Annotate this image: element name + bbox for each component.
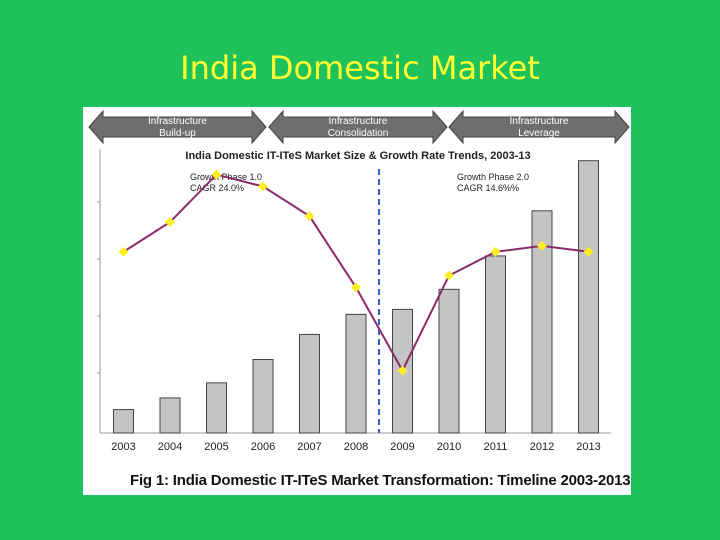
x-tick-label: 2012 <box>530 441 554 453</box>
bar <box>206 382 227 434</box>
phase-arrow <box>448 109 630 145</box>
x-tick-label: 2008 <box>344 441 368 453</box>
growth-point <box>165 217 175 228</box>
phase-label: Build-up <box>159 128 196 139</box>
x-tick-label: 2010 <box>437 441 461 453</box>
x-tick-label: 2009 <box>390 441 414 453</box>
phase-label: Consolidation <box>328 128 389 139</box>
growth-point <box>490 246 501 257</box>
growth-point <box>583 246 594 257</box>
phase-label: Infrastructure <box>329 116 388 127</box>
market-chart: InfrastructureBuild-upInfrastructureCons… <box>88 109 630 453</box>
x-tick-label: 2006 <box>251 441 275 453</box>
bar <box>252 358 274 434</box>
phase-arrow <box>88 109 267 145</box>
phase-label: Infrastructure <box>510 116 569 127</box>
growth-point <box>444 270 454 281</box>
growth-point <box>211 169 222 180</box>
growth-point <box>537 240 547 251</box>
phase-arrow <box>268 109 448 145</box>
growth-point <box>351 282 361 293</box>
figure-caption: Fig 1: India Domestic IT-ITeS Market Tra… <box>130 472 631 489</box>
phase-label: Infrastructure <box>148 116 207 127</box>
bar <box>159 397 181 434</box>
growth-point <box>258 181 268 192</box>
bar <box>578 160 599 434</box>
cagr-label: CAGR 24.0% <box>190 183 244 193</box>
bar <box>485 255 506 434</box>
slide-title: India Domestic Market <box>180 49 540 87</box>
x-tick-label: 2004 <box>158 441 182 453</box>
x-tick-label: 2011 <box>484 441 508 453</box>
x-tick-label: 2007 <box>297 441 321 453</box>
bar <box>113 409 134 434</box>
x-tick-label: 2013 <box>576 441 600 453</box>
chart-figure: Infrastructure Build-up Infrastructure Cons… <box>83 107 631 495</box>
growth-point <box>118 246 129 257</box>
bar <box>438 288 460 434</box>
bar <box>345 313 367 434</box>
cagr-label: CAGR 14.6%% <box>457 183 519 193</box>
growth-phase-label: Growth Phase 2.0 <box>457 172 529 182</box>
chart-title: India Domestic IT-ITeS Market Size & Gro… <box>185 150 530 162</box>
x-tick-label: 2005 <box>204 441 228 453</box>
phase-label: Leverage <box>518 128 560 139</box>
x-tick-label: 2003 <box>111 441 135 453</box>
bar <box>531 210 553 434</box>
growth-point <box>304 211 315 222</box>
growth-point <box>397 365 408 376</box>
bar <box>299 333 320 434</box>
